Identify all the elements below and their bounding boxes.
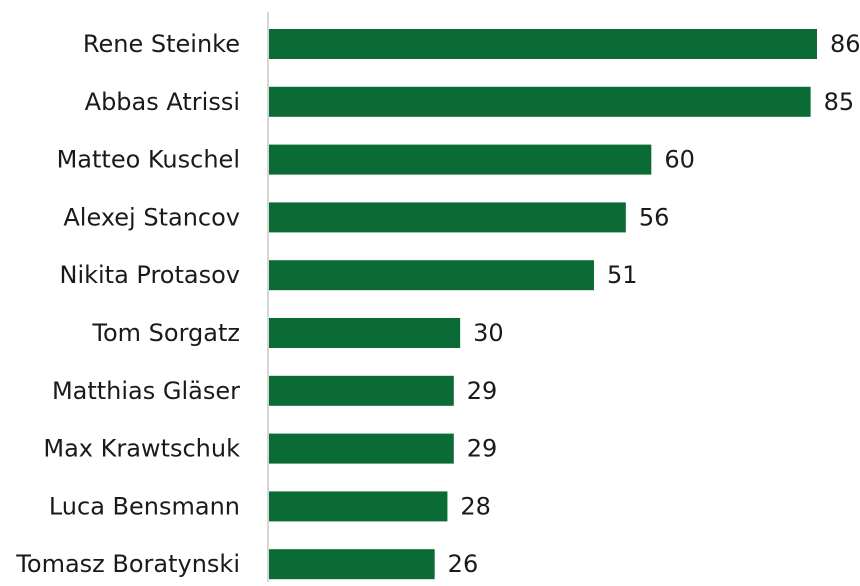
category-labels-group: Rene Steinke Abbas Atrissi Matteo Kuschel A…	[15, 30, 240, 578]
value-label: 85	[824, 88, 855, 116]
value-label: 60	[664, 146, 695, 174]
category-label: Nikita Protasov	[59, 261, 240, 289]
value-label: 30	[473, 319, 504, 347]
value-label: 29	[467, 435, 498, 463]
category-label: Matthias Gläser	[52, 377, 240, 405]
category-label: Rene Steinke	[83, 30, 240, 58]
category-label: Alexej Stancov	[63, 203, 240, 231]
category-label: Abbas Atrissi	[85, 88, 240, 116]
value-label: 51	[607, 261, 638, 289]
value-labels-group: 86 85 60 56 51 30 29 29 28 26	[448, 30, 860, 578]
value-label: 56	[639, 203, 670, 231]
bars-group	[269, 29, 817, 580]
value-label: 29	[467, 377, 498, 405]
category-label: Max Krawtschuk	[43, 435, 240, 463]
bar	[269, 86, 811, 117]
bar	[269, 433, 454, 464]
category-label: Tom Sorgatz	[91, 319, 240, 347]
bar	[269, 29, 817, 59]
bar	[269, 202, 626, 233]
category-label: Luca Bensmann	[49, 492, 240, 520]
bar	[269, 375, 454, 406]
value-label: 26	[448, 550, 479, 578]
bar	[269, 318, 461, 348]
category-label: Tomasz Boratynski	[15, 550, 240, 578]
bar	[269, 491, 448, 522]
bar	[269, 549, 435, 580]
bar	[269, 144, 652, 175]
value-label: 28	[460, 492, 491, 520]
bar	[269, 260, 594, 291]
category-label: Matteo Kuschel	[57, 146, 240, 174]
value-label: 86	[830, 30, 860, 58]
